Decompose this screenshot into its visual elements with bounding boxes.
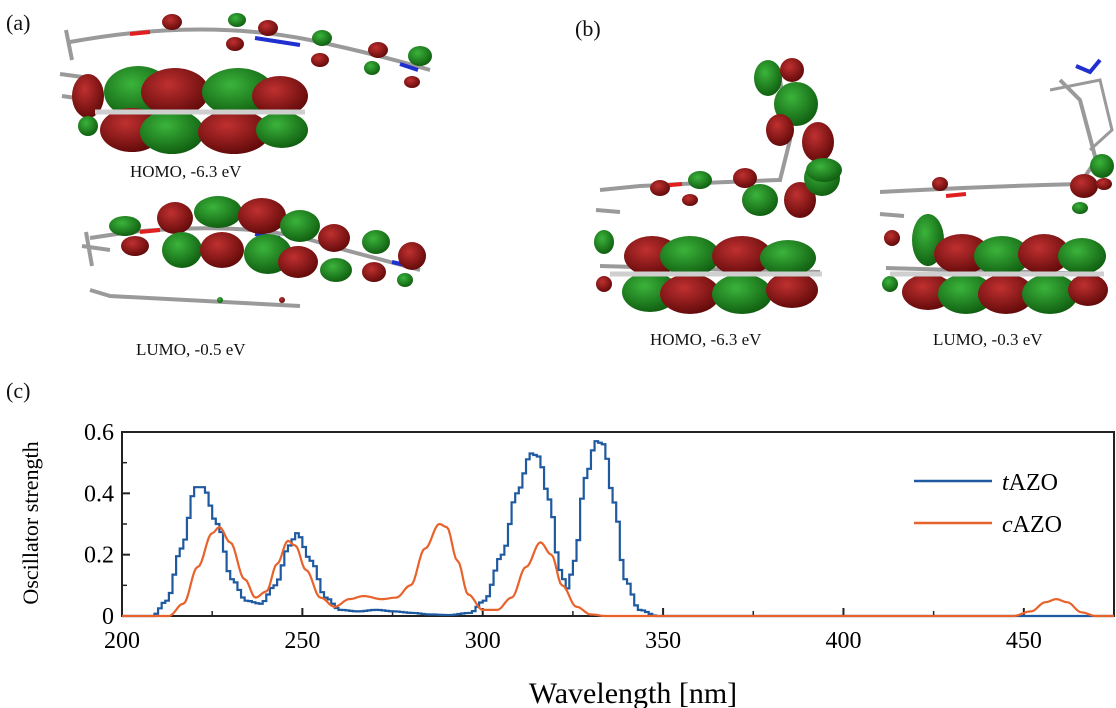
- legend: tAZO cAZO: [914, 470, 1062, 538]
- x-tick-label: 300: [465, 628, 501, 654]
- panel-b-lumo-caption: LUMO, -0.3 eV: [933, 330, 1043, 349]
- x-tick-label: 400: [825, 628, 861, 654]
- y-tick-label: 0.6: [84, 420, 114, 446]
- y-axis-label: Oscillator strength: [18, 441, 43, 604]
- panel-a-lumo-orbital: [81, 196, 426, 308]
- panel-a-homo-caption: HOMO, -6.3 eV: [130, 162, 242, 181]
- x-tick-label: 450: [1006, 628, 1042, 654]
- panel-b-homo-orbital: [594, 58, 842, 314]
- y-tick-label: 0.4: [84, 481, 114, 507]
- legend-label: cAZO: [1002, 512, 1062, 538]
- axis-ticks: 200 250 300 350 400 450 0 0.2 0.4 0.6: [84, 420, 1042, 654]
- panel-b-homo-caption: HOMO, -6.3 eV: [650, 330, 762, 349]
- panel-label-b: (b): [575, 16, 601, 41]
- series-line-0: [122, 440, 1114, 618]
- x-axis-label: Wavelength [nm]: [529, 677, 737, 708]
- series-line-1: [122, 522, 1114, 618]
- panel-label-a: (a): [6, 10, 31, 35]
- x-tick-label: 250: [284, 628, 320, 654]
- panel-a-homo-orbital: [59, 13, 432, 154]
- x-tick-label: 200: [104, 628, 140, 654]
- panel-label-c: (c): [6, 378, 31, 403]
- y-tick-label: 0: [102, 604, 114, 630]
- series-group: [122, 440, 1114, 618]
- panel-a-lumo-caption: LUMO, -0.5 eV: [136, 340, 246, 359]
- x-tick-label: 350: [645, 628, 681, 654]
- molecular-orbital-renderings: [59, 13, 1114, 314]
- y-tick-label: 0.2: [84, 543, 114, 569]
- legend-label: tAZO: [1002, 470, 1058, 496]
- panel-b-lumo-orbital: [879, 58, 1114, 314]
